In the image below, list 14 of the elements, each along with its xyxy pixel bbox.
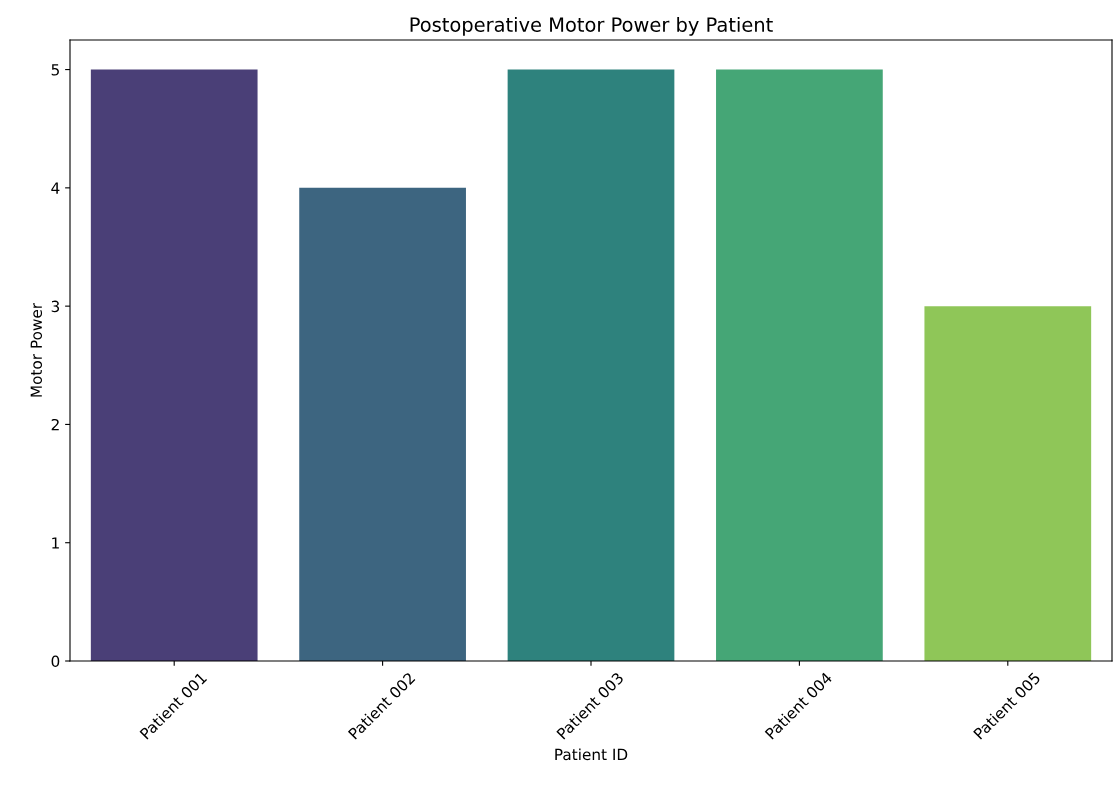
bar [716, 69, 883, 661]
y-axis-title: Motor Power [30, 302, 43, 397]
bar [90, 69, 258, 661]
y-tick-label: 2 [51, 418, 59, 431]
bar [299, 187, 466, 661]
bar [924, 306, 1092, 661]
y-tick-label: 4 [51, 182, 60, 194]
x-axis-title: Patient ID [555, 748, 628, 761]
y-tick-label: 5 [51, 64, 59, 76]
chart-title: Postoperative Motor Power by Patient [410, 16, 773, 36]
y-tick-label: 1 [52, 537, 59, 549]
bar [507, 69, 675, 661]
y-tick-label: 3 [51, 300, 60, 313]
y-tick-label: 0 [51, 655, 60, 668]
